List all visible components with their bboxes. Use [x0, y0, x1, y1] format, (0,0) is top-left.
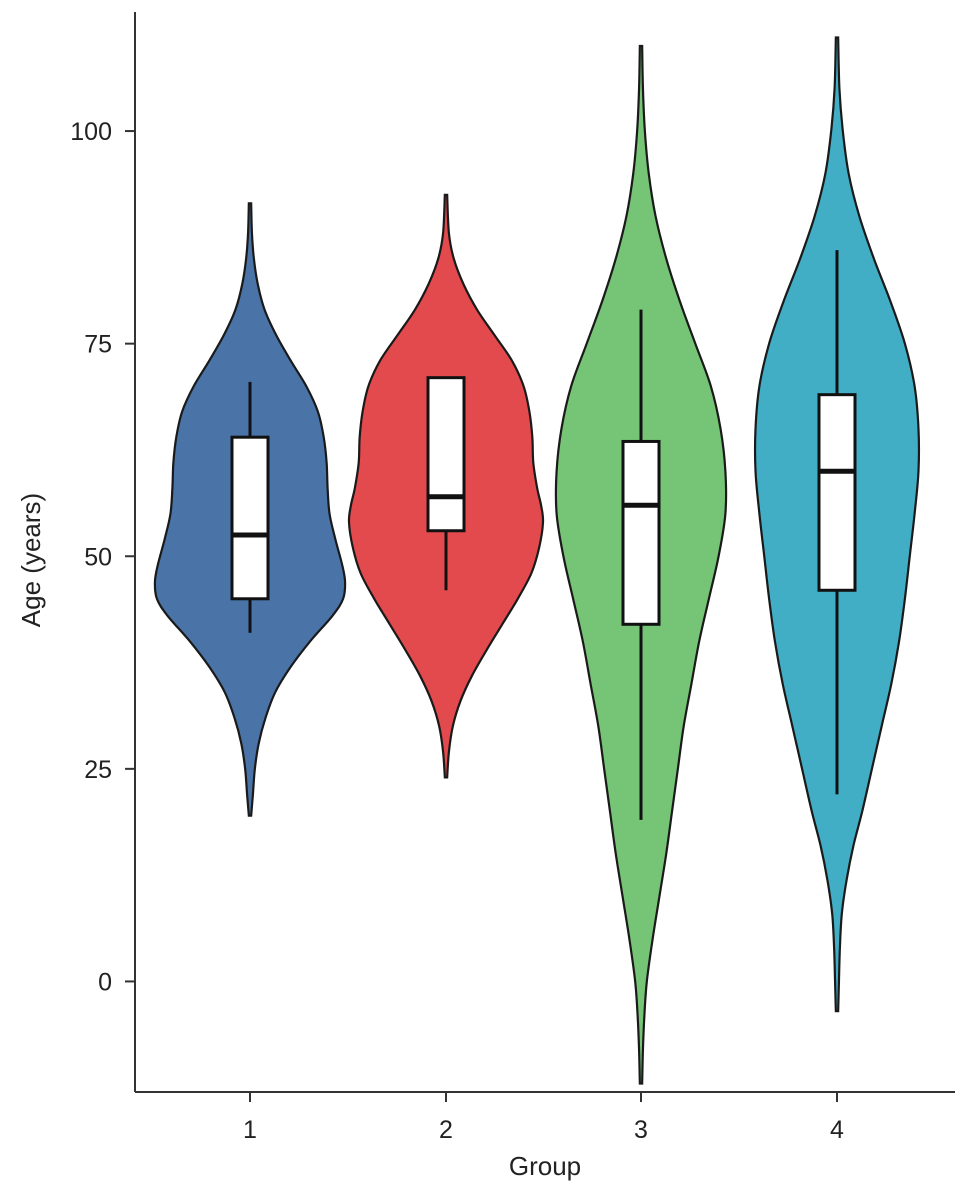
- violin-group-4: [753, 36, 921, 1013]
- iqr-box: [621, 439, 661, 626]
- y-tick-label: 75: [84, 331, 112, 359]
- iqr-box: [230, 435, 270, 601]
- plot-area: [153, 36, 921, 1085]
- x-tick-label: 4: [830, 1116, 844, 1144]
- x-tick-label: 1: [243, 1116, 257, 1144]
- iqr-box: [817, 393, 857, 592]
- y-axis-title: Age (years): [16, 493, 46, 627]
- x-axis-title: Group: [509, 1151, 581, 1181]
- x-axis-ticks: 1 2 3 4: [243, 1092, 844, 1144]
- y-tick-label: 50: [84, 543, 112, 571]
- x-tick-label: 3: [634, 1116, 648, 1144]
- y-tick-label: 100: [70, 118, 112, 146]
- y-axis-ticks: 0 25 50 75 100: [70, 118, 135, 996]
- iqr-box: [426, 376, 466, 533]
- violin-group-2: [347, 193, 545, 779]
- y-tick-label: 0: [98, 968, 112, 996]
- violin-group-3: [554, 44, 728, 1085]
- y-tick-label: 25: [84, 756, 112, 784]
- violin-group-1: [153, 202, 347, 817]
- x-tick-label: 2: [439, 1116, 453, 1144]
